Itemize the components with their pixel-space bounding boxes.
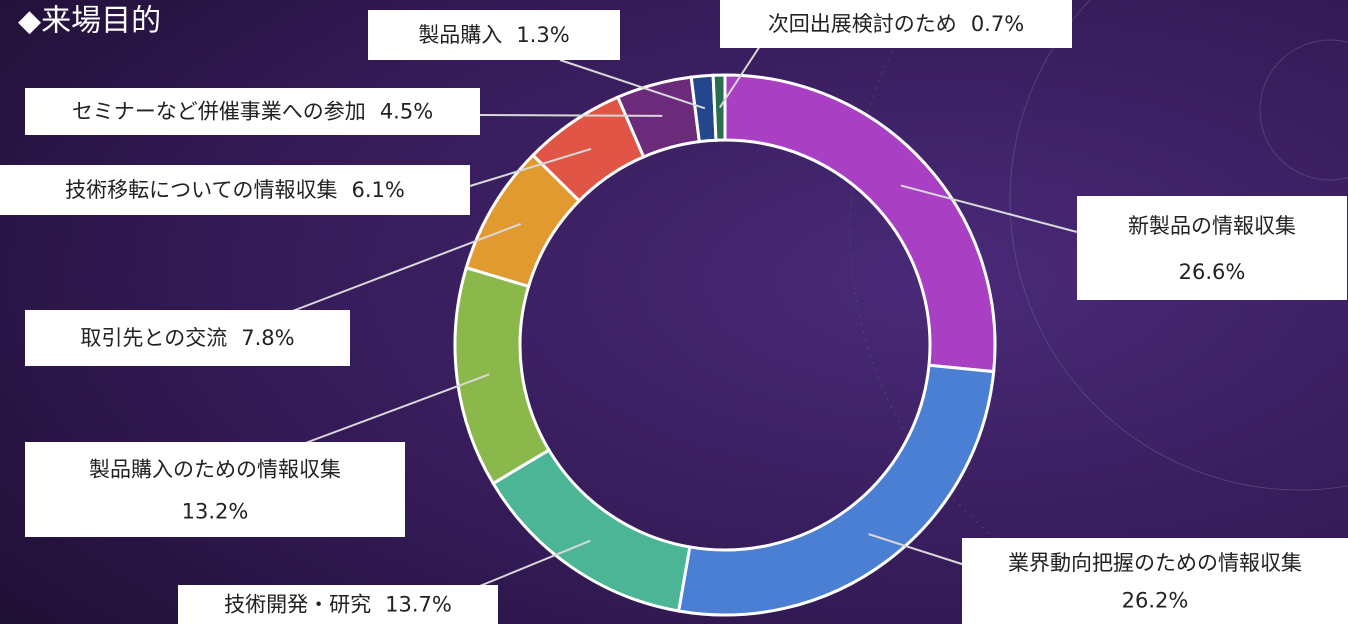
leader-line — [718, 45, 761, 109]
category-label: 次回出展検討のため — [768, 12, 957, 36]
label: 技術開発・研究 13.7% — [224, 593, 452, 617]
leader-line — [868, 533, 969, 567]
donut-segment — [711, 73, 727, 142]
leader-line — [299, 373, 490, 446]
value-label: 6.1% — [352, 178, 405, 202]
category-label: 技術開発・研究 — [224, 593, 371, 617]
label-box — [25, 442, 405, 537]
leader-line — [469, 539, 591, 591]
label-box — [178, 585, 498, 624]
label: 次回出展検討のため 0.7% — [768, 12, 1024, 36]
leader-line — [900, 184, 1078, 233]
chart-title: ◆来場目的 — [18, 4, 161, 39]
label-box — [25, 88, 480, 135]
category-label: 製品購入のための情報収集 — [89, 458, 341, 482]
value-label: 26.2% — [1122, 589, 1189, 613]
label-box — [0, 165, 470, 215]
label-box — [962, 538, 1348, 624]
category-label: セミナーなど併催事業への参加 — [72, 100, 366, 124]
category-label: 製品購入 — [418, 23, 502, 47]
label: 取引先との交流 7.8% — [80, 326, 294, 350]
label-box — [368, 10, 620, 60]
leader-line — [289, 222, 522, 313]
label-box — [720, 0, 1072, 48]
label: セミナーなど併催事業への参加 4.5% — [72, 100, 433, 124]
label-box — [1077, 196, 1347, 300]
category-label: 業界動向把握のための情報収集 — [1008, 551, 1302, 575]
label: 技術移転についての情報収集 6.1% — [65, 178, 405, 202]
label-box — [25, 310, 350, 366]
value-label: 26.6% — [1179, 260, 1246, 284]
value-label: 7.8% — [241, 326, 294, 350]
value-label: 13.2% — [182, 499, 249, 523]
value-label: 1.3% — [516, 23, 569, 47]
leader-line — [479, 114, 663, 117]
label: 製品購入 1.3% — [418, 23, 569, 47]
value-label: 13.7% — [385, 593, 452, 617]
leader-line — [469, 147, 592, 187]
decoration — [849, 0, 1348, 624]
category-label: 取引先との交流 — [80, 326, 227, 350]
value-label: 4.5% — [380, 100, 433, 124]
value-label: 0.7% — [971, 12, 1024, 36]
category-label: 技術移転についての情報収集 — [65, 178, 337, 202]
category-label: 新製品の情報収集 — [1128, 214, 1296, 238]
leader-line — [559, 59, 706, 110]
